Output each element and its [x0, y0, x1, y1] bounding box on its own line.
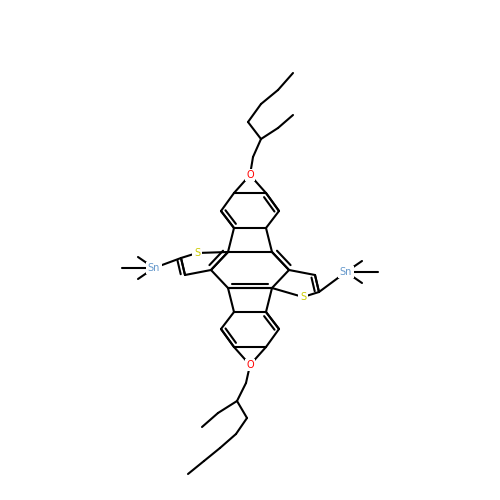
Text: O: O	[246, 360, 254, 370]
Text: Sn: Sn	[340, 267, 352, 277]
Text: Sn: Sn	[148, 263, 160, 273]
Text: S: S	[194, 248, 200, 258]
Text: S: S	[300, 292, 306, 302]
Text: O: O	[246, 170, 254, 180]
